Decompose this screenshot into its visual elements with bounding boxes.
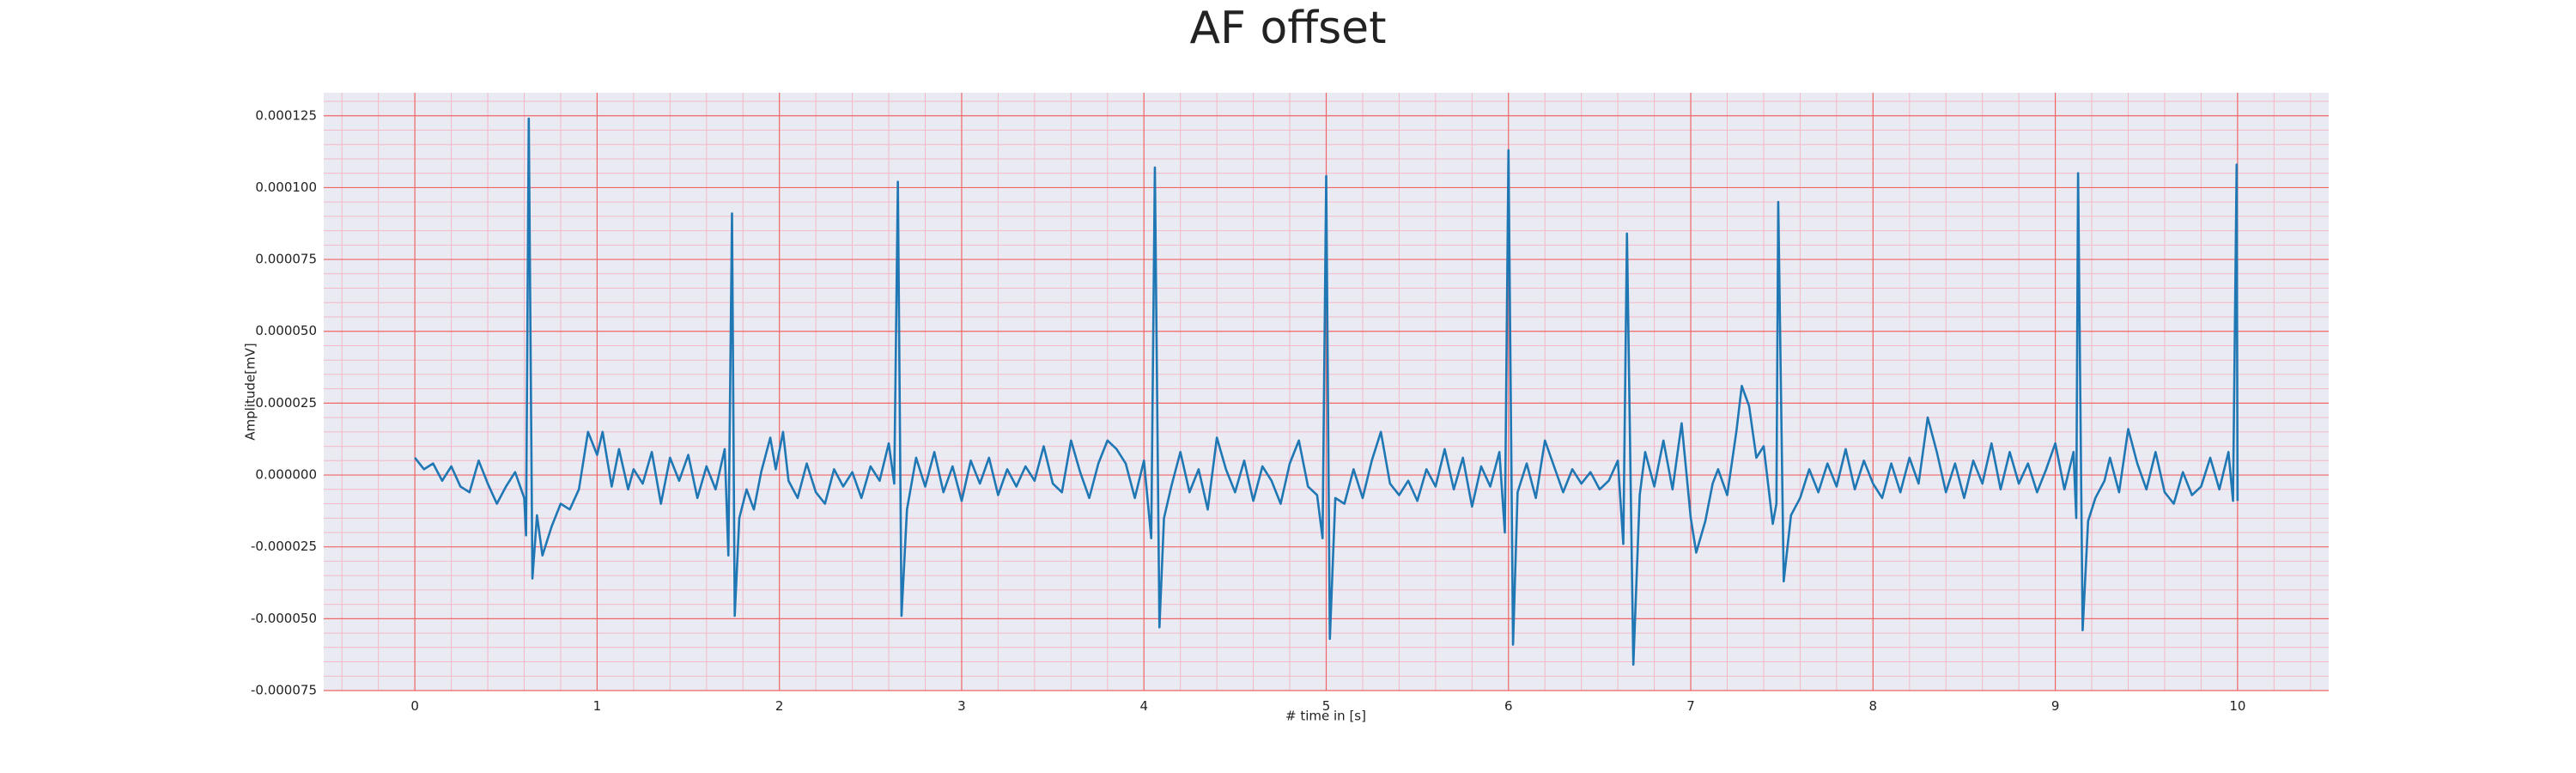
x-tick-label: 5 [1322,698,1331,714]
y-tick-label: -0.000075 [251,683,317,698]
y-tick-label: -0.000025 [251,539,317,554]
x-tick-label: 10 [2229,698,2245,714]
x-tick-label: 4 [1139,698,1148,714]
y-tick-label: 0.000050 [255,323,317,338]
y-tick-label: 0.000075 [255,252,317,267]
x-tick-label: 1 [593,698,602,714]
y-tick-label: 0.000000 [255,467,317,483]
x-tick-label: 6 [1504,698,1513,714]
x-tick-label: 7 [1686,698,1695,714]
x-tick-label: 0 [410,698,419,714]
y-axis-label: Amplitude[mV] [243,343,258,440]
x-tick-label: 3 [957,698,966,714]
x-axis-label: # time in [s] [1285,709,1366,724]
y-tick-label: 0.000025 [255,395,317,411]
x-tick-label: 9 [2051,698,2060,714]
y-tick-label: 0.000125 [255,107,317,123]
y-tick-label: -0.000050 [251,611,317,626]
x-tick-label: 2 [775,698,784,714]
chart-title: AF offset [1189,3,1386,54]
data-line [414,117,2239,666]
y-tick-label: 0.000100 [255,180,317,195]
x-tick-label: 8 [1869,698,1878,714]
